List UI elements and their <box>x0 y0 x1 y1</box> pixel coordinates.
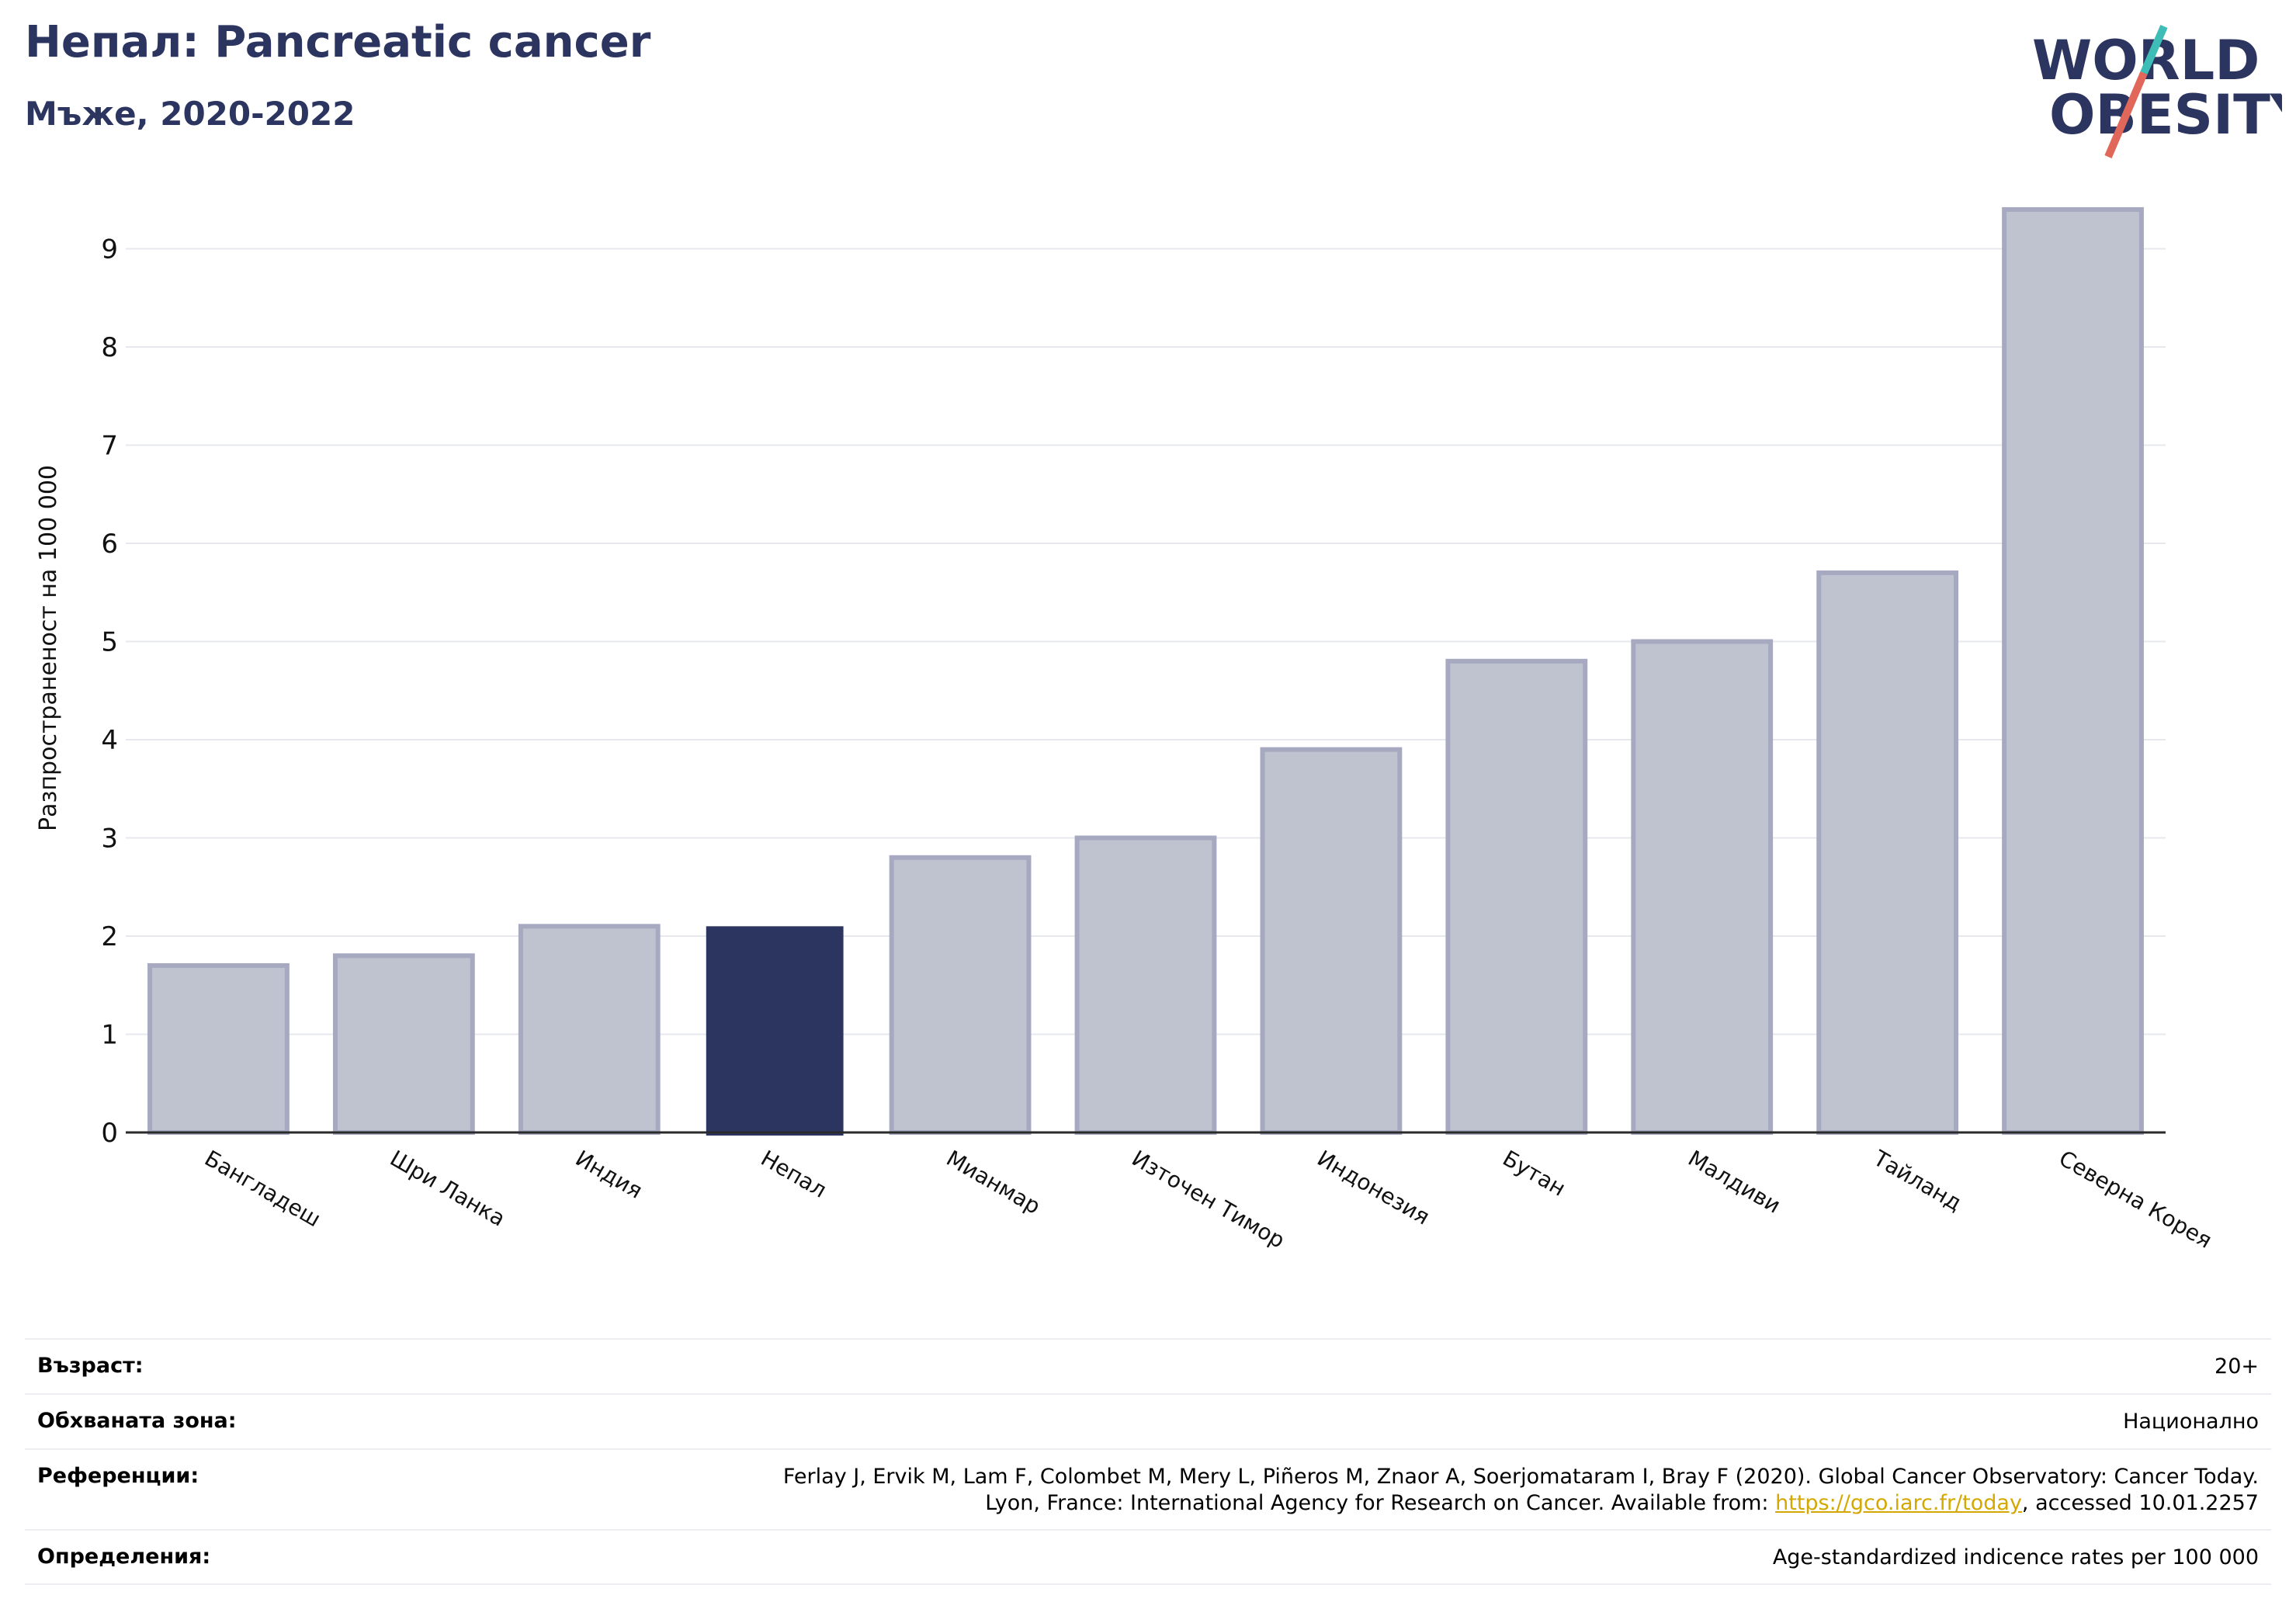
bar-9 <box>1631 639 1774 1135</box>
y-tick-label: 6 <box>101 529 118 560</box>
x-tick-label: Мианмар <box>942 1145 1045 1219</box>
y-tick-label: 5 <box>101 627 118 658</box>
y-tick-label: 4 <box>101 725 118 756</box>
age-label: Възраст: <box>37 1354 144 1378</box>
x-tick-label: Непал <box>757 1145 831 1202</box>
logo-slash-teal <box>2140 25 2168 75</box>
world-obesity-logo: WORLD OBESITY <box>2032 25 2282 158</box>
bar-2 <box>332 953 475 1136</box>
definitions-label: Определения: <box>37 1545 211 1569</box>
bar-11 <box>2002 206 2144 1135</box>
y-axis-label: Разпространеност на 100 000 <box>35 465 62 831</box>
y-tick-label: 9 <box>101 234 118 265</box>
info-row-age: Възраст: 20+ <box>25 1338 2271 1394</box>
x-tick-label: Тайланд <box>1868 1145 1966 1216</box>
definitions-value: Age-standardized indicence rates per 100… <box>1772 1545 2259 1569</box>
x-tick-label: Шри Ланка <box>386 1145 510 1231</box>
info-row-references: Референции: Ferlay J, Ervik M, Lam F, Co… <box>25 1448 2271 1531</box>
x-tick-label: Северна Корея <box>2055 1145 2216 1253</box>
area-value: Национално <box>2123 1410 2259 1434</box>
bar-1 <box>147 962 290 1135</box>
age-value: 20+ <box>2214 1354 2259 1379</box>
chart-title: Непал: Pancreatic cancer <box>25 17 651 68</box>
chart-subtitle: Мъже, 2020-2022 <box>25 95 355 133</box>
x-tick-labels: Бангладеш Шри Ланка Индия Непал Мианмар Източ… <box>200 1145 2216 1254</box>
x-tick-label: Бангладеш <box>200 1145 325 1232</box>
area-label: Обхваната зона: <box>37 1409 237 1433</box>
info-row-definitions: Определения: Age-standardized indicence … <box>25 1529 2271 1585</box>
x-tick-label: Източен Тимор <box>1128 1145 1289 1253</box>
bar-7 <box>1260 747 1403 1136</box>
bars <box>147 206 2144 1136</box>
x-tick-label: Малдиви <box>1684 1145 1784 1218</box>
bar-4 <box>706 926 844 1136</box>
y-tick-label: 2 <box>101 921 118 952</box>
bar-10 <box>1816 570 1959 1135</box>
logo-text-obesity: OBESITY <box>2049 83 2282 147</box>
y-tick-label: 1 <box>101 1020 118 1051</box>
y-tick-label: 0 <box>101 1118 118 1149</box>
bar-3 <box>518 924 661 1135</box>
references-value: Ferlay J, Ervik M, Lam F, Colombet M, Me… <box>783 1464 2259 1517</box>
y-tick-label: 8 <box>101 332 118 363</box>
logo-slash-red <box>2104 71 2148 158</box>
references-link[interactable]: https://gco.iarc.fr/today <box>1775 1491 2022 1515</box>
bar-chart: 0 1 2 3 4 5 6 7 8 9 Бангладеш Шри Ланка Индия Непал М… <box>35 206 2216 1254</box>
info-bottom-divider <box>25 1583 2271 1585</box>
x-tick-label: Бутан <box>1498 1145 1569 1201</box>
bar-5 <box>889 855 1032 1136</box>
info-row-area: Обхваната зона: Национално <box>25 1393 2271 1449</box>
references-line2-suffix: , accessed 10.01.2257 <box>2021 1491 2259 1515</box>
y-tick-labels: 0 1 2 3 4 5 6 7 8 9 <box>101 234 118 1150</box>
references-line1: Ferlay J, Ervik M, Lam F, Colombet M, Me… <box>782 1465 2259 1489</box>
references-label: Референции: <box>37 1464 199 1488</box>
x-tick-label: Индия <box>571 1145 647 1203</box>
y-tick-label: 3 <box>101 824 118 855</box>
bar-8 <box>1445 658 1588 1135</box>
y-tick-label: 7 <box>101 431 118 462</box>
references-line2-prefix: Lyon, France: International Agency for R… <box>985 1491 1776 1515</box>
bar-6 <box>1074 835 1217 1135</box>
x-tick-label: Индонезия <box>1313 1145 1434 1229</box>
